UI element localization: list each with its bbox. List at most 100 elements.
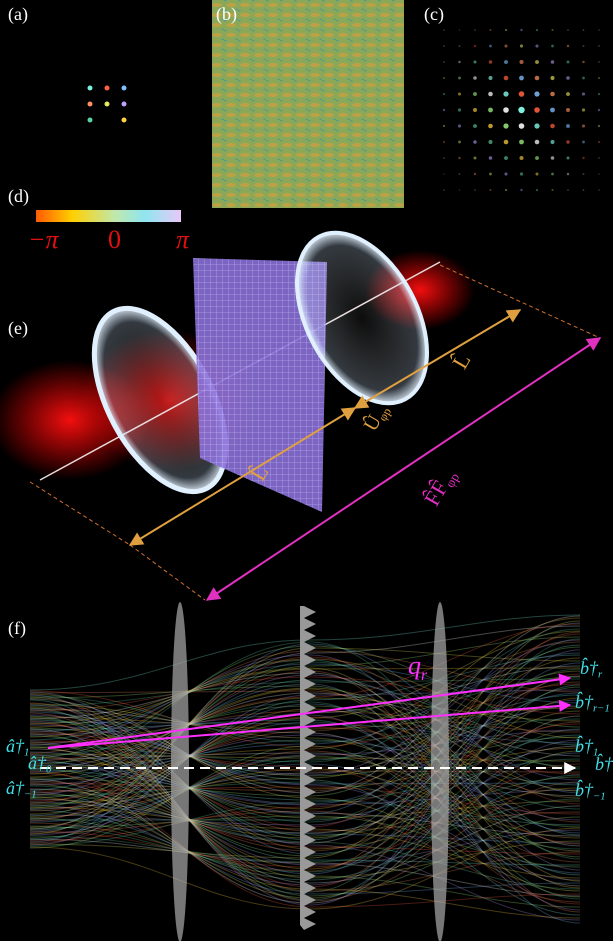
spot <box>504 76 509 81</box>
spot <box>598 173 600 175</box>
spot <box>88 102 93 107</box>
spot <box>534 107 540 113</box>
spot <box>536 189 538 191</box>
panel-label: (f) <box>8 618 26 639</box>
symbol: b̂† <box>580 658 599 679</box>
spot <box>535 156 539 160</box>
subscript: r−1 <box>593 703 610 715</box>
symbol: â† <box>6 778 25 798</box>
spot <box>582 77 585 80</box>
spot <box>443 93 445 95</box>
spot <box>122 118 127 123</box>
spot <box>473 140 477 144</box>
symbol: b̂† <box>575 736 594 757</box>
spot <box>504 44 507 47</box>
spot <box>567 45 569 47</box>
spot <box>505 29 507 31</box>
spot <box>504 60 508 64</box>
spot <box>459 189 461 191</box>
subscript: r <box>421 666 428 683</box>
figure: (a)(b)(c)(d)(e)(f)−π0πL̂ÛφpL̂F̂F̂φpqrâ†1… <box>0 0 613 941</box>
spot <box>474 29 476 31</box>
spot <box>598 77 600 79</box>
spot <box>489 156 493 160</box>
spot <box>582 157 584 159</box>
spot <box>519 140 524 145</box>
spot <box>598 61 600 63</box>
spot <box>458 124 461 127</box>
lens <box>171 602 189 941</box>
spot <box>503 107 509 113</box>
subscript: −1 <box>593 791 606 803</box>
panel-label: (b) <box>216 4 237 25</box>
phase-mask-image <box>212 0 404 208</box>
spot <box>443 173 445 175</box>
spot <box>550 108 555 113</box>
spot <box>518 107 524 113</box>
spot <box>443 61 445 63</box>
spot <box>566 140 570 144</box>
label: π <box>176 225 190 254</box>
spot <box>598 93 600 95</box>
spot <box>458 157 460 159</box>
spot <box>582 92 585 95</box>
spot <box>488 92 493 97</box>
spot <box>489 189 491 191</box>
spot <box>535 76 540 81</box>
spot <box>520 44 523 47</box>
spot <box>459 45 461 47</box>
spot <box>105 102 110 107</box>
spot <box>519 123 525 129</box>
spot <box>520 156 524 160</box>
spot <box>473 76 477 80</box>
symbol: b̂† <box>575 692 594 713</box>
spot <box>504 172 507 175</box>
spot <box>519 91 525 97</box>
spot <box>473 156 476 159</box>
spot <box>489 45 492 48</box>
spot <box>598 141 600 143</box>
spot <box>459 29 461 31</box>
panel-label: (d) <box>8 186 29 207</box>
spot <box>88 86 93 91</box>
spot <box>535 60 539 64</box>
spot <box>458 77 461 80</box>
spot <box>443 141 445 143</box>
spot <box>598 157 600 159</box>
label: 0 <box>108 225 121 254</box>
spot <box>458 108 461 111</box>
spot <box>520 172 523 175</box>
spot <box>551 156 555 160</box>
lens <box>431 602 449 941</box>
spot <box>474 189 476 191</box>
spot <box>551 29 553 31</box>
spot <box>122 102 127 107</box>
spot <box>473 92 477 96</box>
symbol: b̂† <box>575 780 594 801</box>
spot <box>489 29 491 31</box>
spot <box>567 29 569 31</box>
spot <box>473 124 477 128</box>
panel-label: (e) <box>8 318 28 339</box>
spot <box>458 61 460 63</box>
spot <box>566 92 570 96</box>
spot <box>488 76 492 80</box>
spot <box>458 141 461 144</box>
spot <box>550 92 555 97</box>
spot <box>443 157 445 159</box>
label: −π <box>28 225 60 254</box>
spot <box>504 156 508 160</box>
panel-label: (a) <box>8 4 28 25</box>
spot <box>534 123 539 128</box>
spot <box>443 109 445 111</box>
spot <box>520 189 522 191</box>
spot <box>535 140 540 145</box>
spot <box>519 76 524 81</box>
spot <box>473 60 476 63</box>
spot <box>550 140 554 144</box>
spot <box>598 125 600 127</box>
spot <box>582 141 585 144</box>
spot <box>583 189 585 191</box>
spot <box>534 91 539 96</box>
spot <box>582 124 585 127</box>
